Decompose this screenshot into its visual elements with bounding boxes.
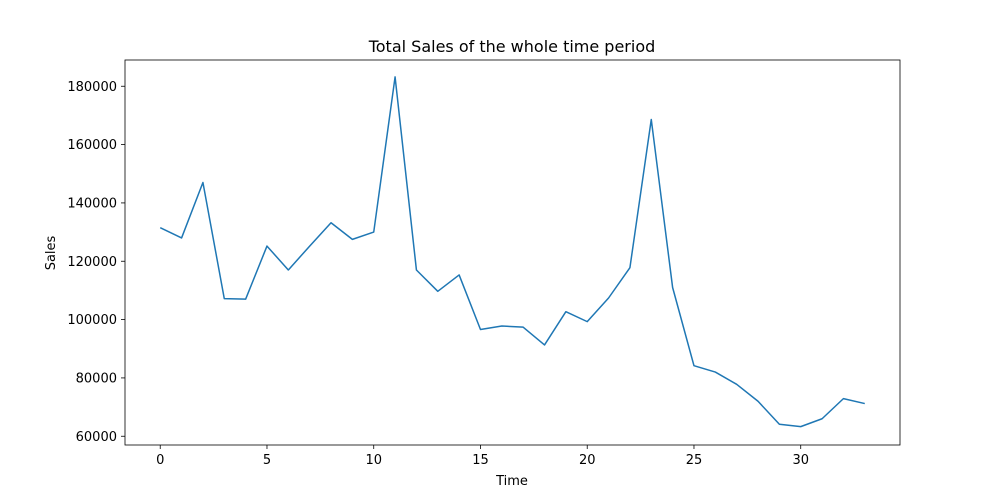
y-tick-label: 100000 [67,313,117,328]
y-tick-label: 160000 [67,138,117,153]
x-tick-label: 10 [365,453,382,468]
y-tick-label: 80000 [76,371,117,386]
x-tick-label: 15 [472,453,489,468]
x-tick-label: 30 [792,453,809,468]
x-tick-label: 5 [263,453,271,468]
y-tick-label: 120000 [67,255,117,270]
plot-area: 0 5 10 15 20 25 30 60000 80000 100000 120000 140000… [67,59,901,468]
y-tick-label: 60000 [76,430,117,445]
chart-title: Total Sales of the whole time period [368,37,656,56]
x-tick-label: 20 [579,453,596,468]
y-tick-label: 180000 [67,80,117,95]
series-line-0 [159,76,865,428]
plot-frame [124,59,901,446]
x-tick-label: 0 [156,453,164,468]
y-tick-label: 140000 [67,196,117,211]
x-axis-label: Time [495,474,528,489]
y-axis-label: Sales [44,235,59,270]
x-tick-label: 25 [686,453,703,468]
